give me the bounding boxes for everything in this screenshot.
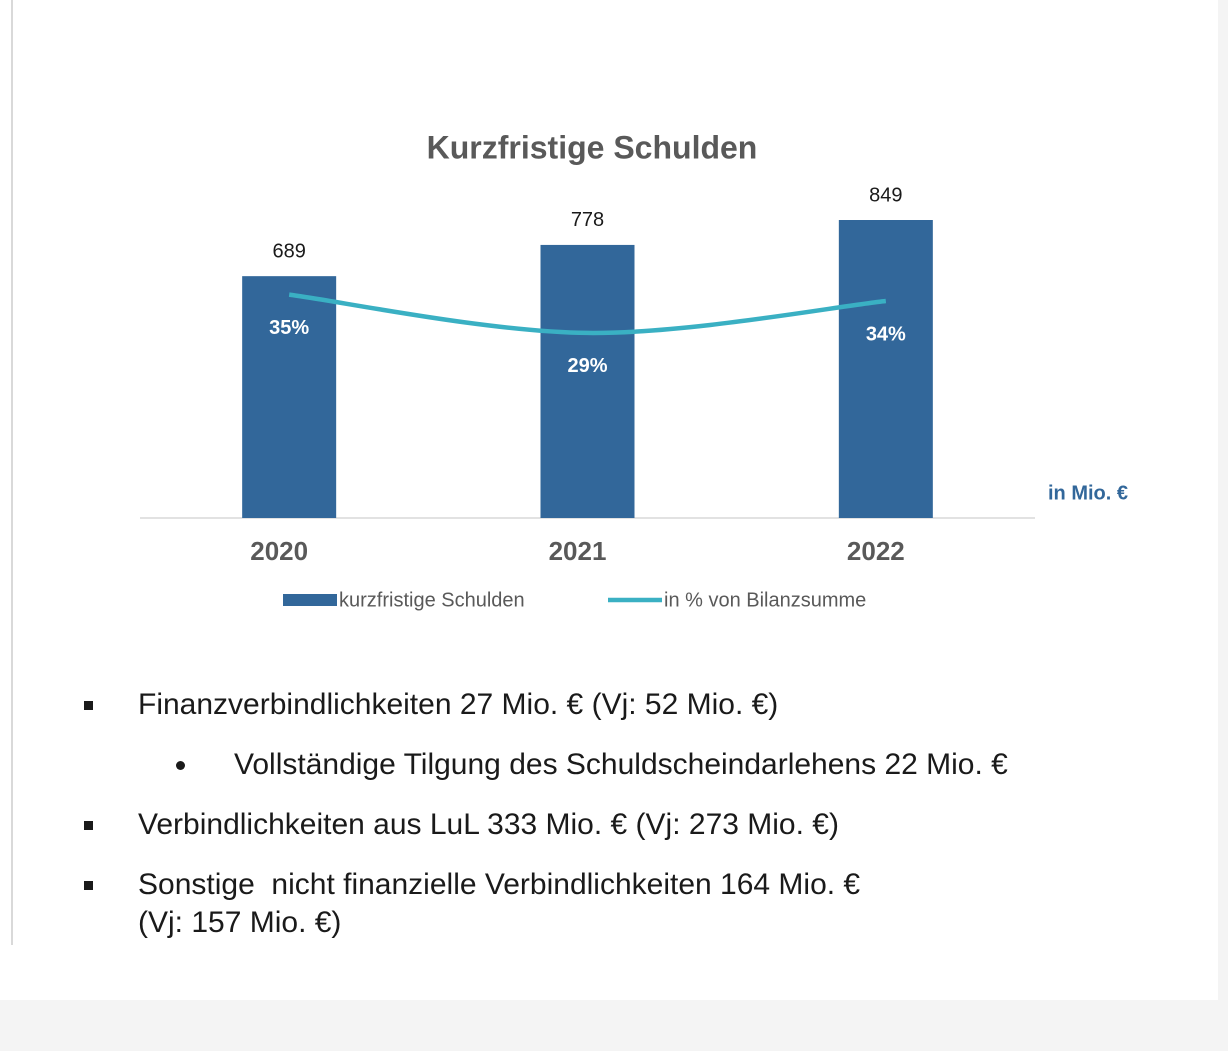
sub-bullet-marker bbox=[176, 761, 185, 770]
bullet-text: Sonstige nicht finanzielle Verbindlichke… bbox=[138, 868, 861, 901]
data-label: 29% bbox=[567, 355, 607, 377]
bar bbox=[540, 244, 635, 518]
chart-title: Kurzfristige Schulden bbox=[427, 129, 758, 165]
data-label: 34% bbox=[866, 323, 906, 345]
x-tick-label: 2020 bbox=[250, 536, 308, 566]
annotation: in Mio. € bbox=[1048, 482, 1128, 504]
x-tick-label: 2022 bbox=[847, 536, 905, 566]
legend-swatch bbox=[283, 594, 337, 606]
legend-label: in % von Bilanzsumme bbox=[664, 589, 866, 611]
bullet-marker bbox=[84, 881, 93, 890]
legend-label: kurzfristige Schulden bbox=[339, 589, 525, 611]
bar bbox=[838, 220, 933, 518]
sub-bullet-text: Vollständige Tilgung des Schuldscheindar… bbox=[234, 748, 1008, 781]
edge bbox=[11, 0, 13, 945]
bullet-text: (Vj: 157 Mio. €) bbox=[138, 906, 342, 939]
bullet-marker bbox=[84, 821, 93, 830]
bullet-text: Verbindlichkeiten aus LuL 333 Mio. € (Vj… bbox=[138, 808, 839, 841]
x-tick-label: 2021 bbox=[549, 536, 607, 566]
bullet-text: Finanzverbindlichkeiten 27 Mio. € (Vj: 5… bbox=[138, 688, 779, 721]
data-label: 689 bbox=[272, 240, 305, 262]
bar bbox=[242, 276, 337, 518]
bullet-marker bbox=[84, 701, 93, 710]
data-label: 35% bbox=[269, 317, 309, 339]
line bbox=[288, 292, 887, 336]
data-label: 778 bbox=[571, 209, 604, 231]
data-label: 849 bbox=[869, 184, 902, 206]
